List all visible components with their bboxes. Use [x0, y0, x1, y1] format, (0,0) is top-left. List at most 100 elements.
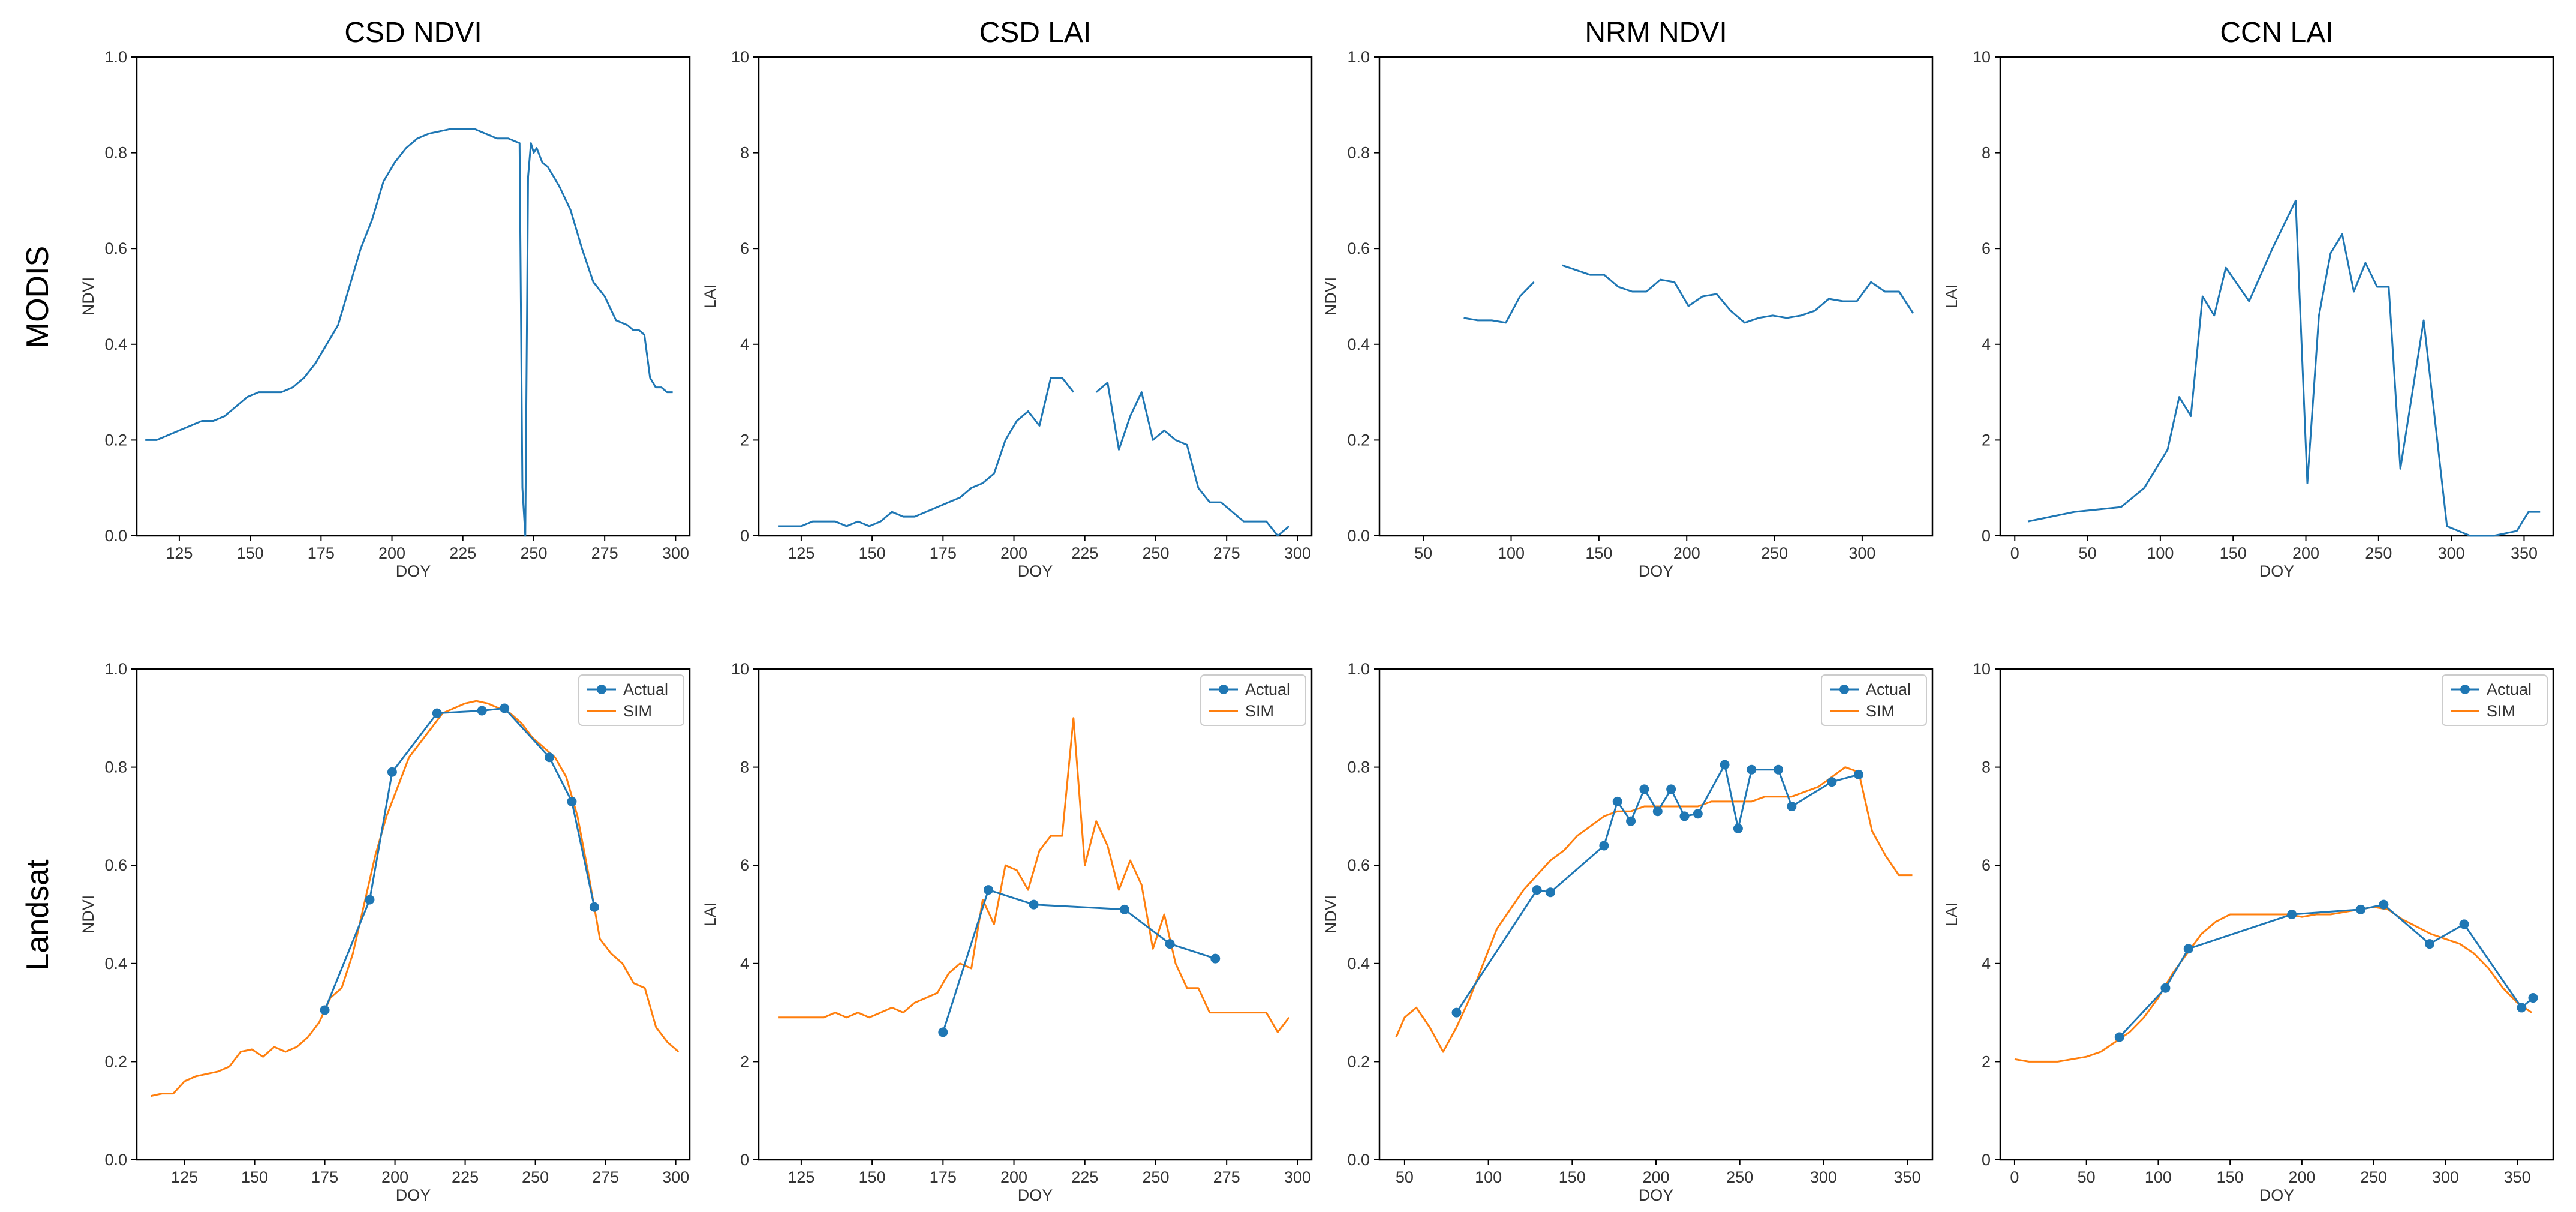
y-tick-label: 1.0	[104, 660, 127, 678]
legend-label-sim: SIM	[1866, 702, 1895, 720]
x-tick-label: 125	[787, 544, 814, 562]
y-axis-label: LAI	[701, 284, 719, 309]
x-tick-label: 175	[930, 1168, 957, 1186]
panel-5: 125 150 175 200 225 250 275 300 0.0 0.2 0.4 0.6 0.8 1…	[79, 660, 691, 1204]
y-tick-label: 0.4	[104, 955, 127, 973]
y-tick-label: 10	[731, 48, 749, 66]
x-tick-label: 50	[2078, 1168, 2096, 1186]
data-point-actual	[2356, 904, 2366, 914]
series-line-modis	[2027, 199, 2541, 537]
panel-title: CCN LAI	[2220, 17, 2333, 49]
x-tick-label: 100	[1498, 544, 1525, 562]
data-point-actual	[1210, 953, 1221, 964]
data-point-actual	[500, 703, 510, 713]
data-point-actual	[544, 752, 554, 763]
series-line-actual	[2118, 904, 2534, 1038]
y-tick-label: 6	[1982, 856, 1991, 874]
x-tick-label: 200	[378, 544, 405, 562]
data-point-actual	[2379, 899, 2389, 910]
x-tick-label: 250	[2365, 544, 2392, 562]
data-point-actual	[1599, 841, 1609, 851]
y-tick-label: 4	[740, 335, 749, 353]
row-label-modis: MODIS	[20, 246, 55, 348]
y-tick-label: 0.4	[104, 335, 127, 353]
x-tick-label: 250	[1142, 544, 1169, 562]
y-tick-label: 8	[1982, 144, 1991, 162]
data-point-actual	[1747, 764, 1757, 775]
axes-frame	[758, 668, 1313, 1161]
data-point-actual	[1693, 809, 1703, 819]
data-point-actual	[2517, 1003, 2527, 1013]
x-tick-label: 200	[1642, 1168, 1669, 1186]
y-axis-label: LAI	[1943, 902, 1961, 927]
y-tick-label: 2	[740, 1052, 749, 1070]
axes-frame	[136, 56, 691, 537]
y-tick-label: 0.0	[1347, 527, 1370, 545]
x-tick-label: 250	[1726, 1168, 1753, 1186]
y-tick-label: 4	[1982, 335, 1991, 353]
y-axis-label: NDVI	[1322, 895, 1340, 934]
y-tick-label: 0.0	[1347, 1151, 1370, 1169]
x-tick-label: 275	[1213, 1168, 1240, 1186]
x-axis-label: DOY	[2259, 562, 2295, 580]
y-tick-label: 8	[740, 144, 749, 162]
data-point-actual	[320, 1005, 330, 1015]
data-point-actual	[1666, 784, 1676, 794]
data-point-actual	[2287, 910, 2297, 919]
y-tick-label: 10	[1973, 48, 1991, 66]
x-tick-label: 225	[449, 544, 476, 562]
data-point-actual	[1029, 899, 1039, 910]
x-tick-label: 225	[1071, 544, 1098, 562]
x-tick-label: 175	[311, 1168, 338, 1186]
panel-title: CSD LAI	[979, 17, 1092, 49]
legend-label-actual: Actual	[1245, 680, 1290, 698]
data-point-actual	[1854, 769, 1864, 779]
y-tick-label: 0.8	[104, 144, 127, 162]
series-line-actual	[1456, 764, 1859, 1013]
x-tick-label: 150	[859, 544, 886, 562]
data-point-actual	[2183, 944, 2193, 954]
legend-label-actual: Actual	[1866, 680, 1911, 698]
data-point-actual	[1532, 885, 1542, 895]
data-point-actual	[2425, 939, 2435, 949]
y-tick-label: 0.6	[104, 239, 127, 257]
data-point-actual	[1773, 764, 1783, 775]
y-axis-label: NDVI	[1322, 277, 1340, 316]
x-tick-label: 250	[522, 1168, 549, 1186]
x-tick-label: 0	[2010, 544, 2019, 562]
x-tick-label: 200	[1000, 544, 1027, 562]
legend-label-sim: SIM	[1245, 702, 1274, 720]
x-tick-label: 250	[2360, 1168, 2387, 1186]
data-point-actual	[2160, 983, 2171, 993]
axes-frame	[136, 668, 691, 1161]
x-tick-label: 150	[859, 1168, 886, 1186]
x-tick-label: 100	[2147, 544, 2174, 562]
x-axis-label: DOY	[1018, 1186, 1053, 1204]
data-point-actual	[1720, 760, 1730, 770]
panel-title: CSD NDVI	[344, 17, 482, 49]
x-tick-label: 175	[308, 544, 335, 562]
x-tick-label: 150	[237, 544, 264, 562]
x-tick-label: 0	[2010, 1168, 2019, 1186]
data-point-actual	[2459, 919, 2469, 929]
x-tick-label: 275	[591, 544, 618, 562]
series-line-modis	[145, 128, 673, 537]
y-tick-label: 2	[1982, 431, 1991, 449]
y-tick-label: 8	[1982, 758, 1991, 776]
x-tick-label: 250	[1761, 544, 1788, 562]
legend-marker-actual	[2460, 685, 2470, 694]
legend-marker-actual	[1219, 685, 1228, 694]
legend-label-sim: SIM	[2487, 702, 2515, 720]
y-tick-label: 0.2	[1347, 431, 1370, 449]
y-tick-label: 1.0	[1347, 660, 1370, 678]
axes-frame	[1378, 56, 1934, 537]
x-tick-label: 300	[662, 544, 689, 562]
data-point-actual	[1451, 1007, 1462, 1018]
data-point-actual	[2528, 993, 2538, 1003]
x-tick-label: 225	[452, 1168, 479, 1186]
x-tick-label: 50	[2079, 544, 2097, 562]
x-tick-label: 250	[520, 544, 547, 562]
x-tick-label: 300	[1848, 544, 1875, 562]
x-tick-label: 300	[1810, 1168, 1837, 1186]
